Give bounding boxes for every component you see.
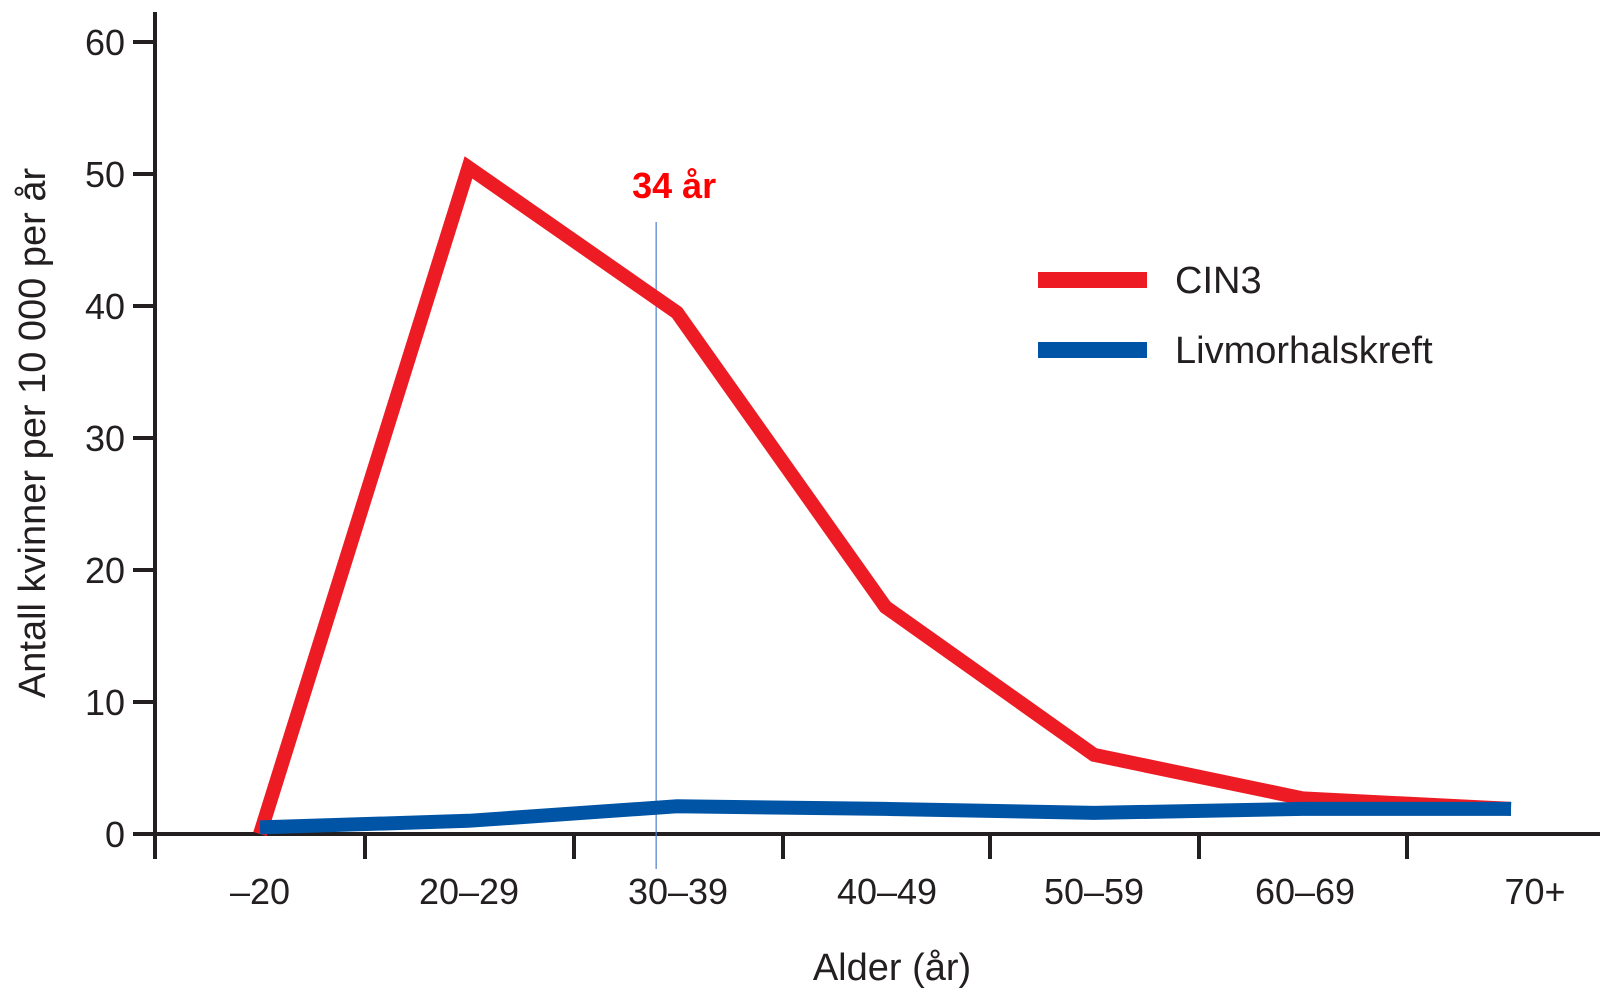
x-tick-label: 60–69 [1255, 871, 1355, 912]
y-tick-label: 50 [85, 154, 125, 195]
legend-label: Livmorhalskreft [1175, 330, 1433, 372]
legend-label: CIN3 [1175, 260, 1262, 302]
x-tick-label: 70+ [1504, 871, 1565, 912]
axes: 0 10 20 30 40 50 60 –20 20–29 30–39 40–49 50–59 60–6… [85, 12, 1600, 912]
y-tick-label: 40 [85, 286, 125, 327]
y-tick-label: 60 [85, 22, 125, 63]
y-tick-label: 30 [85, 418, 125, 459]
series-lines [253, 156, 1512, 837]
y-tick-label: 10 [85, 682, 125, 723]
x-tick-label: 30–39 [628, 871, 728, 912]
x-tick-label: 20–29 [419, 871, 519, 912]
series-line-cin3 [253, 156, 1512, 837]
annotation-label: 34 år [632, 165, 716, 206]
annotation: 34 år [632, 165, 716, 869]
series-line-livmorhalskreft [259, 799, 1511, 835]
y-tick-label: 20 [85, 550, 125, 591]
y-axis-title: Antall kvinner per 10 000 per år [12, 168, 54, 699]
x-tick-label: 40–49 [837, 871, 937, 912]
legend: CIN3 Livmorhalskreft [1038, 260, 1433, 372]
x-axis-title: Alder (år) [813, 947, 971, 989]
x-tick-label: –20 [230, 871, 290, 912]
x-tick-label: 50–59 [1044, 871, 1144, 912]
y-tick-label: 0 [105, 814, 125, 855]
